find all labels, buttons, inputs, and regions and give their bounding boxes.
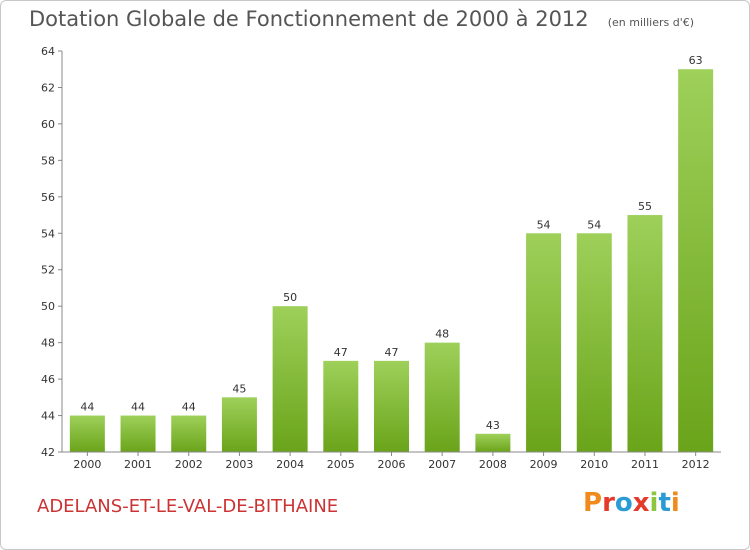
x-tick-label-2010: 2010 — [580, 458, 608, 471]
bar-2004 — [272, 306, 308, 452]
data-label-2010: 54 — [587, 218, 601, 231]
y-tick-label: 62 — [41, 81, 55, 94]
x-tick-label-2005: 2005 — [327, 458, 355, 471]
bar-2007 — [424, 342, 460, 452]
logo-letter: x — [632, 488, 650, 518]
y-axis: 42 44 46 48 50 52 54 56 58 60 62 64 — [41, 45, 63, 459]
y-tick-label: 52 — [41, 264, 55, 277]
bar-2003 — [221, 397, 257, 452]
bar-2000 — [69, 415, 105, 452]
logo-letter: i — [649, 488, 659, 518]
bar-2005 — [323, 360, 359, 452]
logo-letter: P — [583, 488, 603, 518]
bar-2011 — [627, 215, 663, 452]
x-tick-label-2007: 2007 — [428, 458, 456, 471]
y-tick-label: 42 — [41, 446, 55, 459]
x-tick-label-2004: 2004 — [276, 458, 304, 471]
bar-2012 — [678, 69, 714, 453]
x-tick-label-2006: 2006 — [378, 458, 406, 471]
bar-2006 — [374, 360, 409, 452]
bar-2001 — [120, 415, 156, 452]
x-axis: 2000 2001 2002 2003 2004 2005 2006 2007 2008 2009… — [62, 451, 721, 471]
logo-letter: r — [602, 488, 615, 518]
bar-2010 — [576, 233, 612, 452]
x-tick-label-2009: 2009 — [530, 458, 558, 471]
bar-2008 — [475, 433, 511, 452]
bar-series: 44 44 44 45 50 47 47 48 43 54 54 55 63 — [69, 54, 714, 453]
y-tick-label: 60 — [41, 118, 55, 131]
y-tick-label: 48 — [41, 337, 55, 350]
data-label-2011: 55 — [638, 200, 652, 213]
commune-name: ADELANS-ET-LE-VAL-DE-BITHAINE — [37, 496, 339, 517]
y-tick-label: 64 — [41, 45, 55, 58]
logo-letter: t — [658, 488, 671, 518]
x-tick-label-2000: 2000 — [73, 458, 101, 471]
data-label-2009: 54 — [537, 218, 551, 231]
data-label-2006: 47 — [385, 346, 399, 359]
x-tick-label-2003: 2003 — [225, 458, 253, 471]
proxiti-logo[interactable]: Proxiti — [583, 488, 680, 518]
data-label-2007: 48 — [435, 328, 449, 341]
data-label-2012: 63 — [689, 54, 703, 67]
y-tick-label: 56 — [41, 191, 55, 204]
x-tick-label-2002: 2002 — [175, 458, 203, 471]
data-label-2003: 45 — [232, 382, 246, 395]
y-tick-label: 54 — [41, 227, 55, 240]
x-tick-label-2008: 2008 — [479, 458, 507, 471]
x-tick-label-2001: 2001 — [124, 458, 152, 471]
x-tick-label-2012: 2012 — [682, 458, 710, 471]
chart-subtitle: (en milliers d'€) — [607, 16, 695, 29]
data-label-2008: 43 — [486, 419, 500, 432]
logo-letter: o — [614, 488, 633, 518]
title-block: Dotation Globale de Fonctionnement de 20… — [29, 7, 694, 31]
data-label-2002: 44 — [182, 401, 196, 414]
logo-letter: i — [670, 488, 680, 518]
y-tick-label: 50 — [41, 300, 55, 313]
y-tick-label: 44 — [41, 410, 55, 423]
data-label-2000: 44 — [80, 401, 94, 414]
x-tick-label-2011: 2011 — [631, 458, 659, 471]
y-tick-label: 46 — [41, 373, 55, 386]
bar-2002 — [171, 415, 207, 452]
chart-title: Dotation Globale de Fonctionnement de 20… — [29, 7, 589, 31]
data-label-2005: 47 — [334, 346, 348, 359]
data-label-2001: 44 — [131, 401, 145, 414]
data-label-2004: 50 — [283, 291, 297, 304]
bar-2009 — [526, 233, 562, 452]
y-tick-label: 58 — [41, 154, 55, 167]
